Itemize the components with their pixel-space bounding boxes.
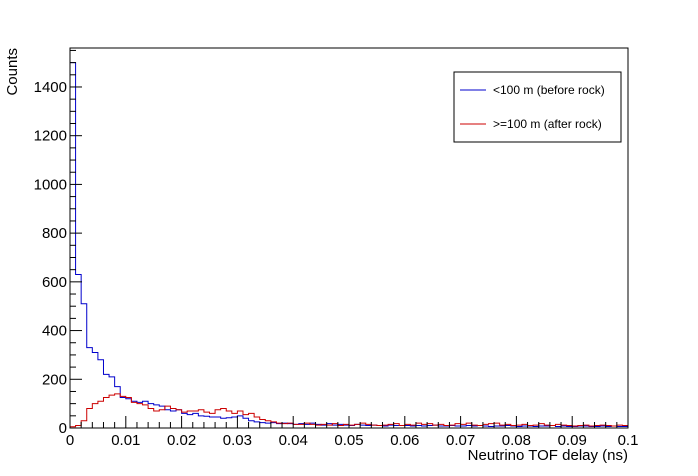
x-tick-label: 0.07 <box>446 432 475 449</box>
x-tick-label: 0.04 <box>279 432 308 449</box>
x-tick-label: 0.06 <box>390 432 419 449</box>
legend-label-series-1: <100 m (before rock) <box>493 83 605 97</box>
x-axis-title: Neutrino TOF delay (ns) <box>468 447 628 464</box>
legend-box <box>453 71 622 143</box>
y-tick-label: 0 <box>59 420 67 437</box>
x-tick-label: 0 <box>66 432 74 449</box>
y-tick-label: 200 <box>42 371 67 388</box>
x-tick-labels: 0 0.01 0.02 0.03 0.04 0.05 0.06 0.07 0.08 0.09 0.1 <box>66 432 639 449</box>
y-tick-label: 1400 <box>34 79 67 96</box>
y-axis-title: Counts <box>4 48 21 96</box>
x-tick-label: 0.1 <box>618 432 639 449</box>
y-tick-label: 800 <box>42 225 67 242</box>
x-tick-label: 0.08 <box>502 432 531 449</box>
y-tick-label: 600 <box>42 274 67 291</box>
x-tick-label: 0.03 <box>223 432 252 449</box>
x-tick-label: 0.09 <box>558 432 587 449</box>
y-tick-label: 1000 <box>34 176 67 193</box>
y-tick-labels: 0 200 400 600 800 1000 1200 1400 <box>34 79 67 437</box>
y-tick-label: 400 <box>42 323 67 340</box>
legend-label-series-2: >=100 m (after rock) <box>493 117 602 131</box>
x-tick-label: 0.01 <box>111 432 140 449</box>
y-tick-label: 1200 <box>34 128 67 145</box>
axis-ticks <box>69 49 629 429</box>
legend: <100 m (before rock) >=100 m (after rock… <box>453 71 622 143</box>
x-tick-label: 0.05 <box>334 432 363 449</box>
x-tick-label: 0.02 <box>167 432 196 449</box>
